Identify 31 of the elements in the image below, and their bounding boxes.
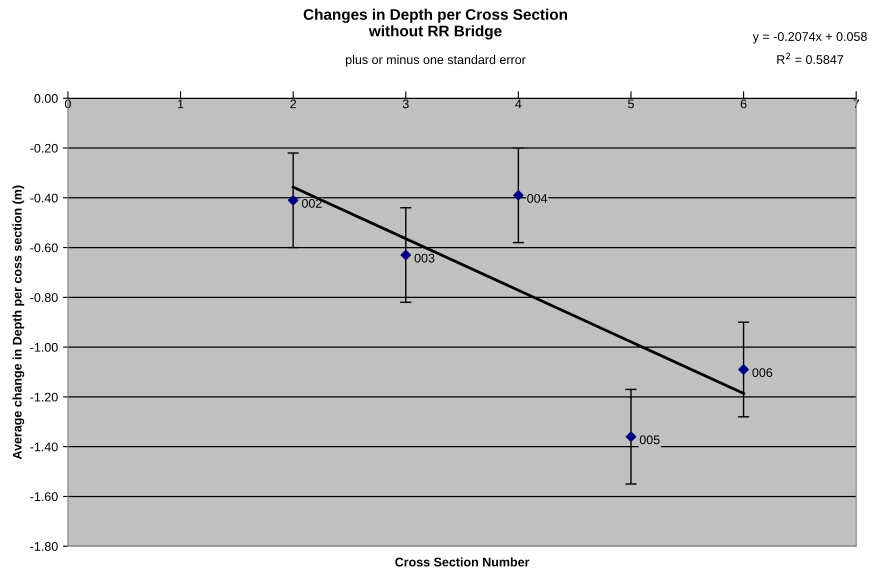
text: R$^{2}$ = 0.5847 — [777, 52, 844, 64]
chart-title: Changes in Depth per Cross Section without RR Bridge — [304, 8, 567, 40]
y-tick-label: 0.00 — [34, 94, 58, 103]
point — [400, 250, 412, 260]
point — [738, 364, 749, 375]
x-tick-label: 5 — [628, 100, 634, 108]
x-tick-label: 6 — [740, 99, 747, 108]
y-tick-label: -1.80 — [30, 542, 58, 551]
x-tick-label: 2 — [290, 99, 296, 108]
x-axis-title: Cross Section Number — [395, 557, 530, 567]
chart-subtitle: plus or minus one standard error — [346, 54, 526, 67]
y-tick-label: -0.80 — [30, 293, 58, 302]
point — [513, 190, 524, 201]
y-tick-label: -1.40 — [30, 442, 58, 452]
y-tick-label: -1.60 — [30, 492, 58, 502]
annotation: 005 — [640, 435, 660, 444]
annotation: 003 — [414, 254, 434, 263]
y-tick-label: -0.40 — [30, 194, 58, 202]
x-tick-label: 3 — [402, 99, 409, 108]
y-axis-title: Average change in Depth per coss section (m) — [12, 186, 24, 460]
point — [288, 194, 298, 206]
annotation: 006 — [752, 368, 772, 378]
text: y = -0.2074x + 0.058 — [752, 32, 867, 44]
x-tick-label: 1 — [178, 100, 184, 108]
x-tick-label: 4 — [515, 100, 522, 108]
y-tick-label: -0.60 — [30, 243, 58, 252]
point — [626, 431, 636, 442]
y-tick-label: -0.20 — [30, 144, 58, 153]
annotation: 004 — [527, 194, 548, 203]
y-tick-label: -1.20 — [30, 392, 58, 402]
y-tick-label: -1.00 — [30, 342, 58, 352]
